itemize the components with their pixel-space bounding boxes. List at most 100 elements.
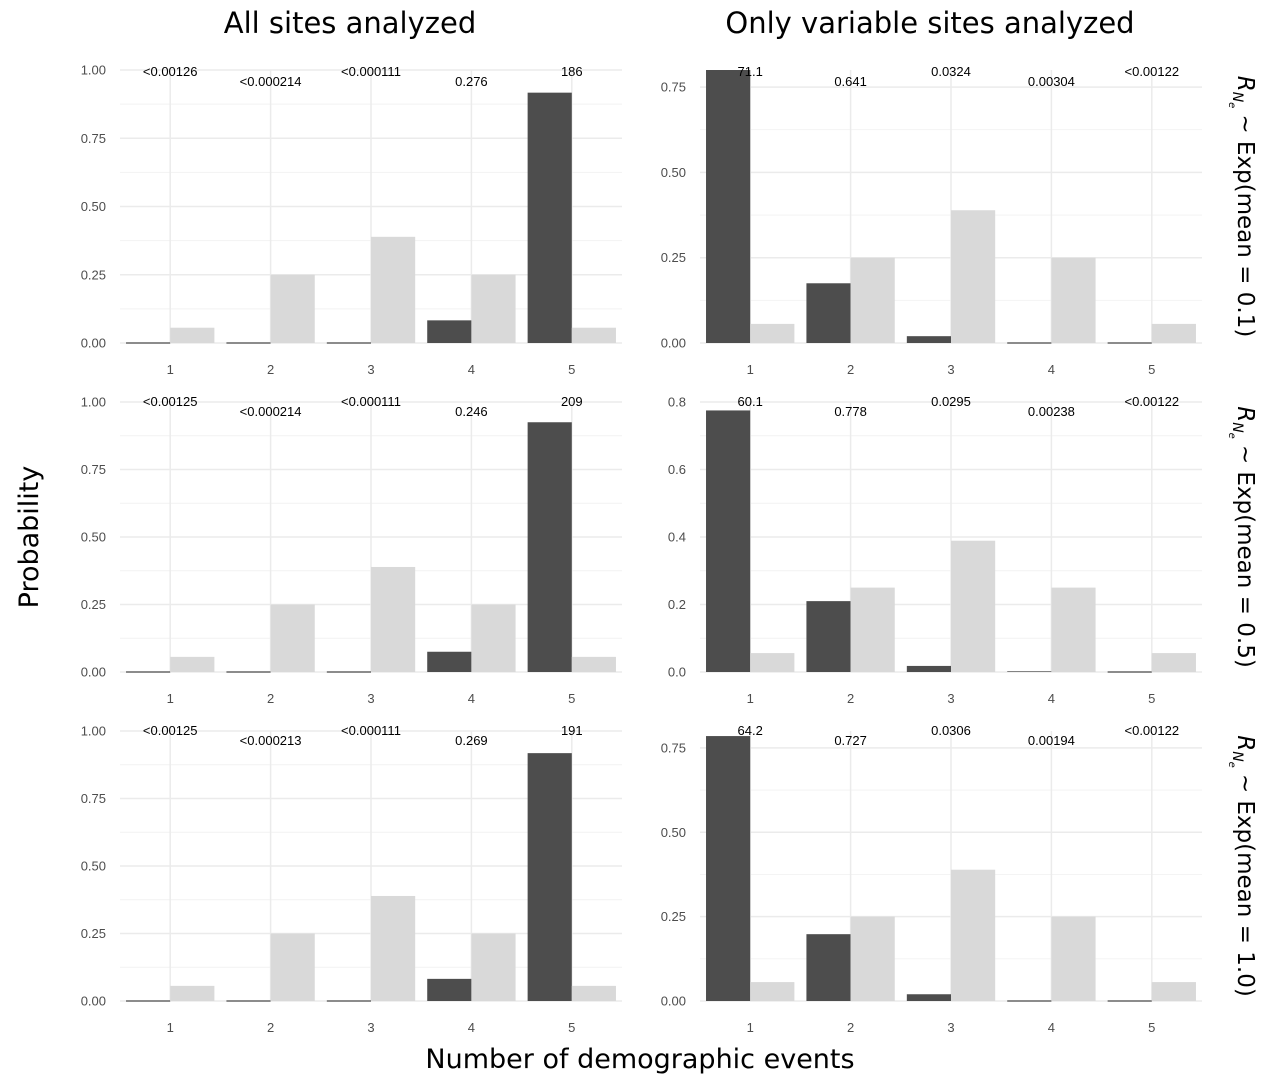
bar-value-label: <0.00122 xyxy=(1125,723,1180,738)
bar-posterior xyxy=(527,753,572,1001)
x-axis-title: Number of demographic events xyxy=(425,1044,854,1075)
y-tick-label: 0.75 xyxy=(81,462,106,477)
x-tick-label: 4 xyxy=(468,1020,475,1035)
y-tick-label: 0.2 xyxy=(668,597,686,612)
bar-value-label: <0.00122 xyxy=(1125,394,1180,409)
x-tick-label: 5 xyxy=(1148,691,1155,706)
bar-prior xyxy=(951,210,996,343)
y-tick-label: 0.50 xyxy=(81,199,106,214)
x-tick-label: 2 xyxy=(847,691,854,706)
bar-posterior xyxy=(706,736,751,1001)
x-tick-label: 4 xyxy=(1048,691,1055,706)
bar-prior xyxy=(850,257,895,343)
bar-prior xyxy=(1151,653,1196,672)
bar-value-label: 0.276 xyxy=(455,74,488,89)
bar-value-label: <0.000111 xyxy=(341,394,401,409)
bar-value-label: 209 xyxy=(561,394,583,409)
panel-1-1: 0.0 0.2 0.4 0.6 0.8 1 60.1 2 0.778 3 0.0295 4 0.0023… xyxy=(668,394,1202,706)
bar-value-label: <0.000213 xyxy=(240,733,302,748)
x-tick-label: 4 xyxy=(1048,1020,1055,1035)
x-tick-label: 5 xyxy=(568,691,575,706)
x-tick-label: 5 xyxy=(568,1020,575,1035)
bar-value-label: <0.00126 xyxy=(143,64,198,79)
bar-posterior xyxy=(806,601,851,672)
bar-prior xyxy=(371,566,416,672)
bar-prior xyxy=(1051,257,1096,343)
y-tick-label: 0.25 xyxy=(661,250,686,265)
bar-posterior xyxy=(427,651,472,672)
bar-posterior xyxy=(906,336,951,343)
y-tick-label: 0.00 xyxy=(661,336,686,351)
x-tick-label: 4 xyxy=(468,362,475,377)
bar-value-label: 0.0295 xyxy=(931,394,971,409)
bar-prior xyxy=(270,933,315,1001)
y-tick-label: 0.75 xyxy=(661,740,686,755)
bar-prior xyxy=(170,327,215,343)
x-tick-label: 1 xyxy=(167,691,174,706)
y-tick-label: 0.00 xyxy=(81,665,106,680)
bar-value-label: <0.000214 xyxy=(240,404,302,419)
bar-value-label: 0.727 xyxy=(834,733,867,748)
y-tick-label: 0.75 xyxy=(661,80,686,95)
x-tick-label: 2 xyxy=(847,1020,854,1035)
bar-prior xyxy=(571,656,616,672)
bar-posterior xyxy=(906,665,951,672)
row-strip-label: RNe∼ Exp(mean = 0.1) xyxy=(1226,76,1258,338)
bar-posterior xyxy=(706,410,751,672)
y-tick-label: 1.00 xyxy=(81,63,106,78)
bar-prior xyxy=(750,982,795,1001)
bar-posterior xyxy=(706,70,751,343)
row-strip-labels: RNe∼ Exp(mean = 0.1) RNe∼ Exp(mean = 0.5)… xyxy=(1226,76,1258,997)
x-tick-label: 1 xyxy=(747,691,754,706)
x-tick-label: 2 xyxy=(267,691,274,706)
x-tick-label: 1 xyxy=(167,1020,174,1035)
x-tick-label: 2 xyxy=(267,1020,274,1035)
bar-value-label: 0.0306 xyxy=(931,723,971,738)
bar-prior xyxy=(170,656,215,672)
column-title-variable-sites: Only variable sites analyzed xyxy=(725,6,1134,40)
bar-prior xyxy=(270,274,315,343)
panel-0-1: 0.00 0.25 0.50 0.75 1 71.1 2 0.641 3 0.0324 4 0.003… xyxy=(661,64,1202,377)
panel-2-1: 0.00 0.25 0.50 0.75 1 64.2 2 0.727 3 0.0306 4 0.001… xyxy=(661,723,1202,1035)
bar-prior xyxy=(471,274,516,343)
bar-prior xyxy=(1151,323,1196,343)
y-tick-label: 0.00 xyxy=(81,994,106,1009)
bar-prior xyxy=(850,587,895,672)
bar-prior xyxy=(750,653,795,672)
y-tick-label: 0.0 xyxy=(668,665,686,680)
bar-value-label: 0.0324 xyxy=(931,64,971,79)
bar-prior xyxy=(951,540,996,672)
bar-value-label: 64.2 xyxy=(738,723,763,738)
x-tick-label: 4 xyxy=(1048,362,1055,377)
y-tick-label: 1.00 xyxy=(81,395,106,410)
x-tick-label: 1 xyxy=(167,362,174,377)
y-tick-label: 0.25 xyxy=(81,926,106,941)
bar-value-label: 0.246 xyxy=(455,404,488,419)
bar-value-label: 0.641 xyxy=(834,74,867,89)
bar-prior xyxy=(1051,916,1096,1001)
bar-posterior xyxy=(527,422,572,672)
x-tick-label: 5 xyxy=(1148,362,1155,377)
bar-value-label: <0.000214 xyxy=(240,74,302,89)
bar-value-label: 71.1 xyxy=(738,64,763,79)
bar-prior xyxy=(1151,982,1196,1001)
bar-prior xyxy=(571,327,616,343)
y-tick-label: 0.00 xyxy=(661,994,686,1009)
chart-panels: 0.000.250.500.751.001<0.001262<0.0002143… xyxy=(81,63,1202,1035)
bar-prior xyxy=(850,916,895,1001)
y-tick-label: 0.50 xyxy=(661,825,686,840)
y-tick-label: 0.8 xyxy=(668,395,686,410)
bar-value-label: <0.00122 xyxy=(1125,64,1180,79)
bar-posterior xyxy=(427,978,472,1001)
bar-prior xyxy=(471,933,516,1001)
bar-posterior xyxy=(1007,671,1052,672)
bar-posterior xyxy=(906,994,951,1001)
y-tick-label: 0.6 xyxy=(668,462,686,477)
y-tick-label: 0.25 xyxy=(81,267,106,282)
bar-prior xyxy=(170,985,215,1001)
bar-value-label: 60.1 xyxy=(738,394,763,409)
bar-posterior xyxy=(427,320,472,343)
y-tick-label: 0.50 xyxy=(81,859,106,874)
y-tick-label: 0.50 xyxy=(81,530,106,545)
bar-prior xyxy=(371,236,416,343)
